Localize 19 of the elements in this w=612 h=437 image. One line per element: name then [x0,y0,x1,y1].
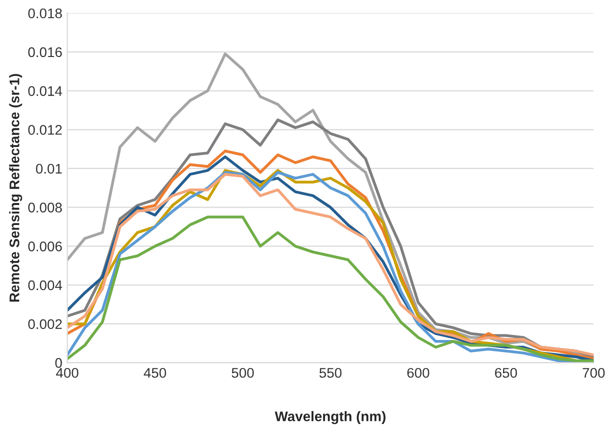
y-tick-label: 0.002 [28,319,62,330]
x-tick-label: 500 [232,368,254,378]
x-axis-title: Wavelength (nm) [274,411,386,424]
x-tick-label: 400 [56,368,78,378]
y-tick-label: 0.008 [28,202,62,212]
y-tick-label: 0.012 [28,124,62,135]
x-tick-label: 600 [407,368,430,378]
x-tick-label: 700 [582,368,605,378]
y-tick-label: 0.016 [28,47,62,58]
y-tick-label: 0.01 [36,164,62,174]
x-tick-label: 550 [319,368,342,378]
y-tick-label: 0.006 [28,242,62,252]
y-tick-label: 0.004 [28,280,62,290]
y-tick-label: 0.018 [28,8,62,18]
y-axis-title: Remote Sensing Reflectance (sr-1) [9,74,22,302]
x-tick-label: 450 [144,368,166,378]
x-tick-label: 650 [495,368,517,378]
y-tick-label: 0 [55,358,62,368]
y-tick-label: 0.014 [28,86,62,96]
